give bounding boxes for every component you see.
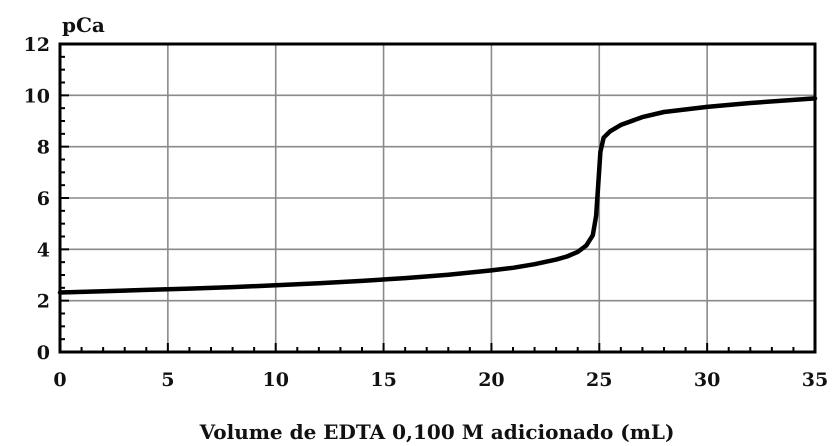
x-tick-label: 30 <box>694 369 720 391</box>
y-tick-label: 6 <box>37 188 50 210</box>
x-tick-label: 0 <box>53 369 66 391</box>
y-tick-labels: 0 2 4 6 8 10 12 <box>24 34 50 364</box>
y-tick-label: 0 <box>37 342 50 364</box>
x-axis-title: Volume de EDTA 0,100 M adicionado (mL) <box>199 420 675 444</box>
x-tick-label: 35 <box>802 369 828 391</box>
x-tick-label: 20 <box>478 369 504 391</box>
y-tick-label: 2 <box>37 291 50 313</box>
y-axis-title: pCa <box>62 13 105 37</box>
x-tick-label: 15 <box>370 369 396 391</box>
y-tick-label: 10 <box>24 85 50 107</box>
grid-lines <box>59 43 816 353</box>
plot-frame <box>58 42 817 354</box>
x-tick-label: 5 <box>161 369 174 391</box>
titration-curve <box>57 96 818 295</box>
x-tick-label: 25 <box>586 369 612 391</box>
y-tick-label: 8 <box>37 137 50 159</box>
x-tick-labels: 0 5 10 15 20 25 30 35 <box>53 369 828 391</box>
y-tick-label: 12 <box>24 34 50 56</box>
y-tick-label: 4 <box>37 239 50 261</box>
x-tick-label: 10 <box>262 369 288 391</box>
